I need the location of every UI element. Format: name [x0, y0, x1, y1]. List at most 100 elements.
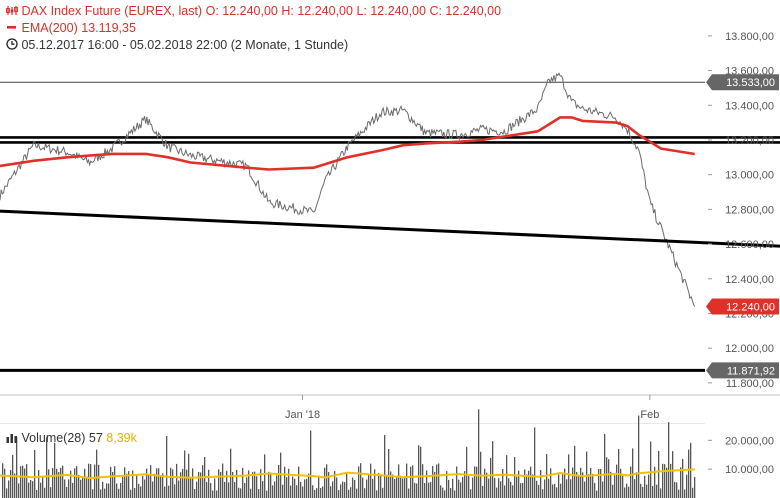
price-tags[interactable]: 13.533,00 11.871,92 12.240,00 — [706, 74, 779, 379]
volume-bar — [594, 482, 596, 498]
volume-bar — [108, 483, 110, 498]
volume-bar — [178, 480, 180, 498]
volume-bar — [458, 479, 460, 498]
volume-bar — [446, 471, 448, 498]
volume-bar — [106, 483, 108, 498]
volume-bar — [374, 469, 376, 498]
symbol-legend[interactable]: DAX Index Future (EUREX, last) O: 12.240… — [6, 4, 501, 19]
volume-bar — [500, 481, 502, 498]
volume-bar — [590, 467, 592, 498]
ema-legend[interactable]: EMA(200) 13.119,35 — [6, 21, 136, 36]
volume-bar — [658, 450, 660, 498]
volume-bar — [168, 485, 170, 498]
volume-bar — [8, 480, 10, 498]
volume-bar — [132, 470, 134, 498]
volume-bar — [170, 467, 172, 498]
volume-bar — [388, 449, 390, 498]
y-tick-label: 13.800,00 — [725, 31, 774, 43]
volume-bar — [82, 478, 84, 498]
volume-bar — [328, 472, 330, 498]
volume-bar — [334, 471, 336, 498]
volume-bar — [192, 468, 194, 498]
volume-bar — [62, 465, 64, 498]
volume-bar — [390, 471, 392, 498]
volume-bar — [144, 479, 146, 498]
volume-bar — [588, 474, 590, 498]
volume-bar — [512, 485, 514, 498]
volume-bar — [466, 446, 468, 498]
volume-bar — [664, 464, 666, 498]
volume-bar — [422, 464, 424, 498]
volume-bar — [182, 468, 184, 498]
volume-bar — [448, 479, 450, 498]
volume-bar — [218, 469, 220, 498]
horizontal-line-tag-box[interactable] — [706, 74, 779, 91]
horizontal-line-tag-label: 11.871,92 — [727, 365, 775, 377]
volume-bar — [142, 475, 144, 498]
volume-y-tick-label: 20.000,00 — [725, 435, 774, 447]
high-value: H: 12.240,00 — [281, 4, 353, 18]
volume-bar — [380, 474, 382, 498]
volume-bar — [630, 466, 632, 498]
volume-bar — [186, 469, 188, 498]
volume-bar — [120, 483, 122, 498]
last-price-tag-box[interactable] — [706, 298, 779, 315]
range-interval: (2 Monate, 1 Stunde) — [230, 38, 349, 52]
volume-bar — [612, 484, 614, 498]
volume-bar — [454, 490, 456, 498]
volume-bar — [486, 472, 488, 498]
volume-bar — [564, 468, 566, 498]
volume-bar — [684, 489, 686, 498]
volume-bar — [2, 463, 4, 498]
volume-bar — [382, 487, 384, 498]
volume-bar — [350, 487, 352, 498]
ema-line — [0, 116, 695, 171]
volume-bar — [554, 483, 556, 498]
volume-bar — [34, 449, 36, 498]
volume-bar — [268, 471, 270, 498]
volume-bar — [172, 469, 174, 498]
volume-bar — [28, 482, 30, 498]
volume-bar — [444, 490, 446, 498]
volume-bar — [302, 486, 304, 498]
volume-bar — [80, 479, 82, 498]
volume-bar — [432, 466, 434, 498]
price-axis: 13.800,0013.600,0013.400,0013.200,0013.0… — [285, 31, 774, 421]
volume-bar — [378, 473, 380, 498]
volume-bar — [680, 467, 682, 498]
volume-bar — [372, 478, 374, 498]
volume-bar — [174, 484, 176, 498]
volume-bar — [524, 469, 526, 498]
volume-bar — [42, 477, 44, 498]
volume-bar — [38, 470, 40, 498]
volume-bar — [602, 481, 604, 498]
volume-bar — [632, 448, 634, 498]
volume-bar — [234, 481, 236, 498]
volume-bar — [544, 479, 546, 498]
last-price-tag-label: 12.240,00 — [726, 302, 775, 314]
open-value: O: 12.240,00 — [205, 4, 278, 18]
volume-bar — [66, 486, 68, 498]
horizontal-line-tag-box[interactable] — [706, 362, 779, 379]
volume-bar — [498, 478, 500, 498]
volume-bar — [644, 475, 646, 498]
volume-bar — [266, 490, 268, 498]
price-panel — [0, 72, 780, 372]
range-legend[interactable]: 05.12.2017 16:00 - 05.02.2018 22:00 (2 M… — [6, 38, 348, 53]
volume-bar — [56, 468, 58, 498]
volume-bar — [638, 415, 640, 498]
volume-bar — [138, 483, 140, 498]
volume-bar — [584, 481, 586, 498]
volume-bar — [598, 468, 600, 498]
volume-bar — [270, 472, 272, 498]
volume-bar — [16, 436, 18, 498]
volume-bar — [124, 467, 126, 498]
volume-legend[interactable]: Volume(28) 57 8,39k — [6, 431, 137, 446]
volume-bar — [196, 481, 198, 498]
volume-bar — [650, 441, 652, 498]
volume-bar — [118, 488, 120, 498]
volume-bar — [574, 445, 576, 498]
volume-bar — [360, 463, 362, 498]
volume-bar — [22, 465, 24, 498]
volume-bar — [288, 468, 290, 498]
